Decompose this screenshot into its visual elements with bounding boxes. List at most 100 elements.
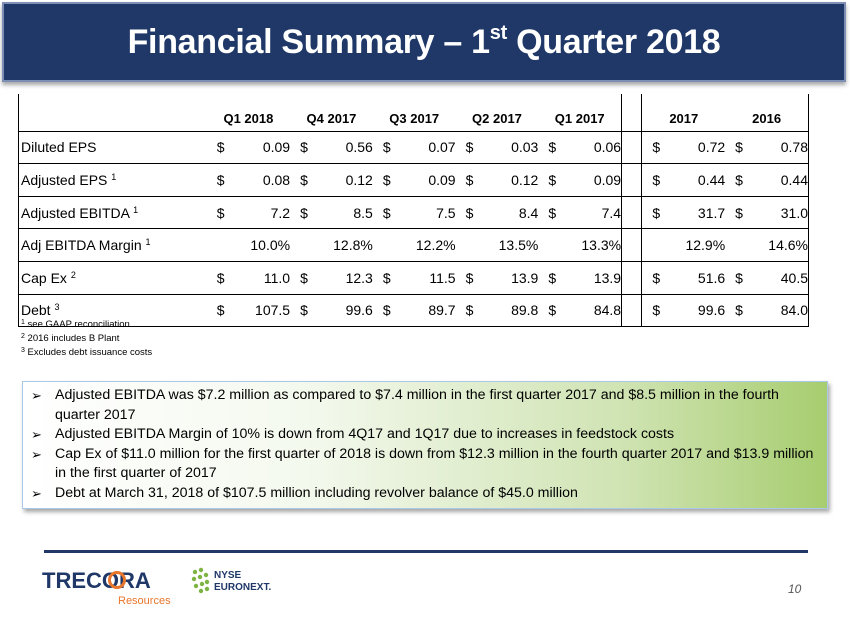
table-cell: $40.5	[725, 261, 810, 295]
currency-symbol: $	[300, 302, 308, 319]
cell-value: 0.78	[780, 139, 808, 156]
currency-symbol: $	[382, 269, 391, 286]
currency-symbol: $	[382, 171, 391, 188]
nyse-globe-icon	[191, 567, 210, 594]
cell-value: 84.0	[780, 302, 808, 319]
bullet-item: ➢ Adjusted EBITDA Margin of 10% is down …	[31, 425, 819, 445]
table-cell: $0.09	[373, 164, 456, 197]
table-row: Adjusted EPS 1 $0.08 $0.12 $0.09 $0.12 $0.09 $…	[17, 163, 810, 197]
cell-value: 7.4	[601, 204, 622, 221]
footer-divider	[44, 550, 808, 553]
table-cell: $0.78	[725, 131, 810, 164]
table-cell: $7.5	[373, 196, 456, 229]
trecora-logo: TRECORA Resources	[42, 568, 171, 607]
table-cell: $11.5	[373, 261, 456, 294]
table-cell: $89.8	[456, 294, 539, 327]
currency-symbol: $	[465, 139, 474, 156]
column-gap	[621, 261, 643, 295]
cell-value: 89.8	[511, 302, 539, 319]
column-gap	[621, 196, 643, 229]
cell-value: 8.4	[518, 204, 539, 221]
cell-value: 12.9%	[685, 237, 726, 254]
trecora-logo-ring-icon	[108, 571, 126, 589]
row-label: Debt 3	[17, 294, 207, 327]
currency-symbol: $	[548, 171, 557, 188]
table-cell: $99.6	[290, 294, 373, 327]
trecora-logo-text: TRECORA	[42, 568, 151, 593]
table-cell: $84.8	[538, 294, 621, 327]
currency-symbol: $	[735, 171, 743, 188]
highlights-box: ➢ Adjusted EBITDA was $7.2 million as co…	[22, 381, 828, 509]
cell-value: 99.6	[697, 302, 726, 319]
cell-value: 13.3%	[581, 237, 622, 254]
table-cell: $0.44	[725, 163, 810, 197]
cell-value: 40.5	[780, 269, 808, 286]
cell-value: 0.09	[593, 171, 622, 188]
currency-symbol: $	[216, 139, 225, 156]
cell-value: 12.3	[345, 269, 373, 286]
column-header: 2017	[669, 110, 699, 126]
cell-value: 0.07	[428, 139, 456, 156]
cell-value: 0.06	[593, 139, 622, 156]
column-gap	[621, 294, 643, 327]
row-label: Adjusted EBITDA 1	[17, 196, 207, 229]
column-header: Q1 2018	[223, 110, 274, 126]
arrow-bullet-icon: ➢	[31, 446, 42, 462]
cell-value: 99.6	[345, 302, 373, 319]
table-cell: 10.0%	[207, 229, 290, 262]
currency-symbol: $	[652, 269, 661, 286]
currency-symbol: $	[735, 139, 743, 156]
cell-value: 0.08	[262, 171, 291, 188]
currency-symbol: $	[548, 302, 557, 319]
table-cell: $13.9	[456, 261, 539, 294]
cell-value: 14.6%	[768, 237, 808, 254]
table-cell: $0.72	[642, 131, 725, 164]
currency-symbol: $	[216, 269, 225, 286]
table-cell: $0.07	[373, 131, 456, 164]
financial-summary-table: Q1 2018 Q4 2017 Q3 2017 Q2 2017 Q1 2017 …	[17, 94, 810, 327]
title-bar: Financial Summary – 1st Quarter 2018	[2, 2, 846, 82]
column-header: Q3 2017	[389, 110, 440, 126]
currency-symbol: $	[216, 171, 225, 188]
cell-value: 0.09	[262, 139, 291, 156]
currency-symbol: $	[548, 139, 557, 156]
arrow-bullet-icon: ➢	[31, 388, 42, 403]
table-cell: $12.3	[290, 261, 373, 294]
currency-symbol: $	[652, 139, 661, 156]
table-cell: 14.6%	[725, 228, 810, 262]
currency-symbol: $	[465, 204, 474, 221]
table-cell: 12.2%	[373, 229, 456, 262]
table-cell: $31.7	[642, 196, 725, 229]
currency-symbol: $	[300, 204, 308, 221]
currency-symbol: $	[735, 302, 743, 319]
bullet-text: Cap Ex of $11.0 million for the first qu…	[55, 445, 814, 482]
cell-value: 0.72	[697, 139, 726, 156]
column-gap	[621, 94, 643, 132]
table-cell: $84.0	[725, 294, 810, 327]
nyse-euronext-logo: NYSE EURONEXT.	[191, 567, 271, 594]
table-cell: $0.12	[456, 164, 539, 197]
trecora-logo-subtext: Resources	[118, 595, 171, 607]
column-header: Q2 2017	[472, 110, 522, 126]
row-label: Cap Ex 2	[17, 261, 207, 295]
nyse-logo-line1: NYSE	[214, 570, 242, 581]
column-gap	[621, 163, 643, 197]
footnote: 2 2016 includes B Plant	[21, 333, 120, 344]
cell-value: 107.5	[255, 302, 291, 319]
currency-symbol: $	[652, 171, 661, 188]
nyse-logo-line2: EURONEXT.	[214, 582, 271, 593]
currency-symbol: $	[465, 269, 474, 286]
page-number: 10	[788, 582, 802, 596]
table-cell: $51.6	[642, 261, 725, 294]
currency-symbol: $	[216, 302, 225, 319]
cell-value: 12.2%	[415, 237, 456, 254]
table-cell: $99.6	[642, 294, 725, 327]
currency-symbol: $	[300, 269, 308, 286]
table-cell: $0.09	[207, 131, 290, 164]
cell-value: 11.0	[263, 269, 291, 286]
cell-value: 51.6	[697, 269, 726, 286]
header-blank	[17, 94, 207, 132]
cell-value: 11.5	[429, 269, 456, 286]
cell-value: 7.5	[436, 204, 456, 221]
cell-value: 13.5%	[498, 237, 539, 254]
